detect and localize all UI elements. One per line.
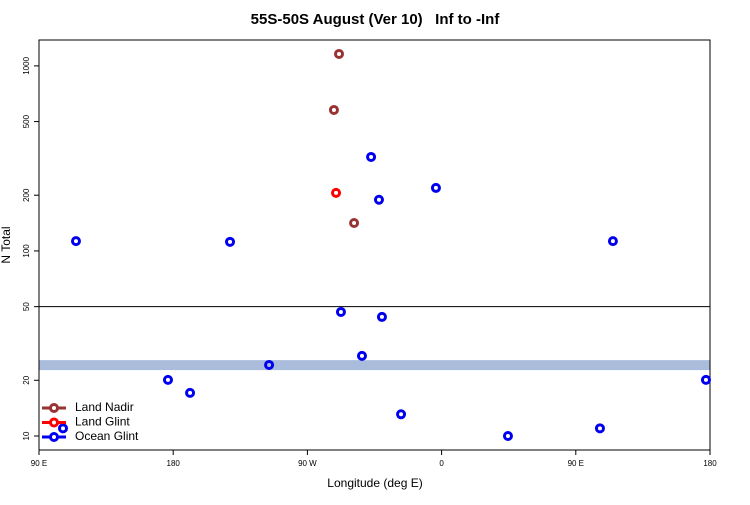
point (331, 187, 342, 198)
x-tick-label: 90 W (298, 459, 317, 468)
band (39, 360, 710, 371)
plot-frame (38, 39, 711, 451)
y-axis-label: N Total (0, 226, 13, 263)
x-tick-label: 0 (439, 459, 444, 468)
x-tick-label: 90 E (568, 459, 584, 468)
point (225, 236, 236, 247)
point (58, 423, 69, 434)
x-tick-label: 180 (167, 459, 181, 468)
point (430, 182, 441, 193)
point (334, 48, 345, 59)
point (264, 359, 275, 370)
point (376, 311, 387, 322)
x-axis-label: Longitude (deg E) (327, 476, 422, 490)
y-tick-label: 10 (22, 431, 31, 440)
y-tick-label: 20 (22, 375, 31, 384)
point (373, 194, 384, 205)
point (335, 306, 346, 317)
point (70, 236, 81, 247)
y-tick-label: 100 (22, 244, 31, 258)
point (185, 387, 196, 398)
point (502, 430, 513, 441)
y-tick-label: 200 (22, 188, 31, 202)
legend-label: Land Nadir (75, 400, 134, 414)
point (328, 104, 339, 115)
point (162, 374, 173, 385)
point (349, 217, 360, 228)
chart-title: 55S-50S August (Ver 10) Inf to -Inf (251, 11, 501, 28)
x-tick-label: 180 (703, 459, 717, 468)
point (700, 374, 711, 385)
x-tick-label: 90 E (31, 459, 47, 468)
point (594, 423, 605, 434)
legend-label: Land Glint (75, 415, 130, 429)
legend-marker (49, 432, 59, 442)
y-tick-label: 1000 (22, 56, 31, 74)
point (607, 236, 618, 247)
legend-marker (49, 417, 59, 428)
point (356, 350, 367, 361)
point (366, 151, 377, 162)
legend-marker (49, 403, 59, 413)
y-tick-label: 500 (22, 114, 31, 128)
legend-label: Ocean Glint (75, 429, 139, 443)
point (396, 409, 407, 420)
y-tick-label: 50 (22, 302, 31, 311)
